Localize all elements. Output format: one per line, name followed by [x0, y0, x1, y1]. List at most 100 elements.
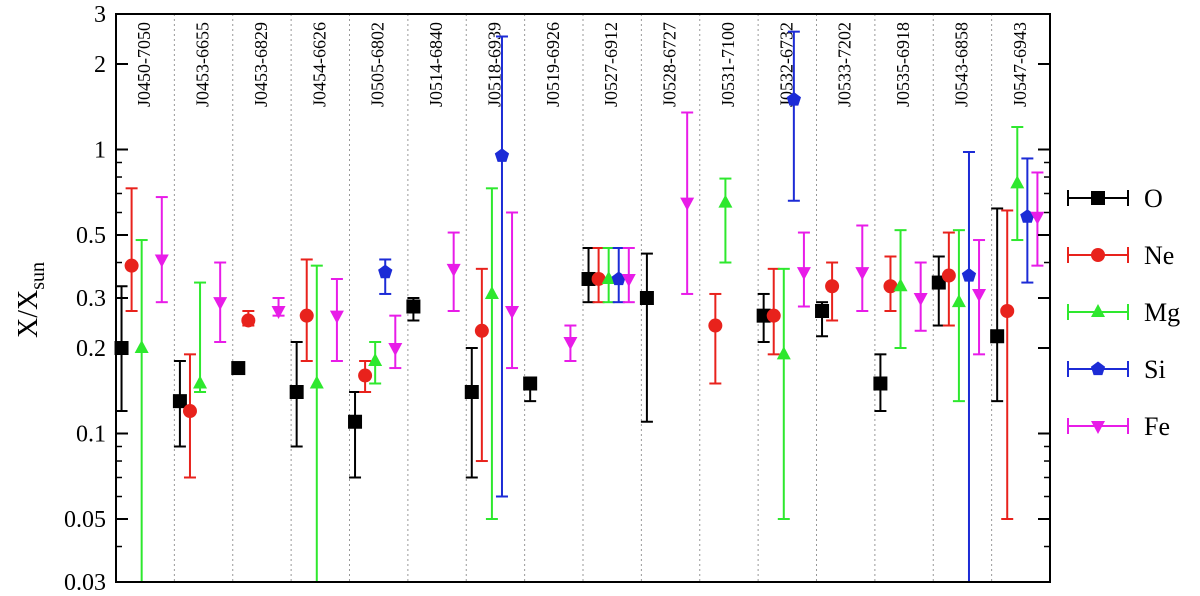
data-point-ne	[883, 279, 898, 294]
legend-label: Si	[1144, 355, 1166, 384]
data-point-fe	[855, 267, 870, 281]
data-point-ne	[766, 308, 781, 323]
data-point-ne	[941, 268, 956, 283]
legend-item-o: O	[1067, 184, 1163, 213]
object-label: J0535-6918	[893, 22, 913, 107]
data-point-si	[786, 92, 801, 106]
object-labels: J0450-7050 J0453-6655 J0453-6829 J0454-6626…	[134, 22, 1030, 107]
legend-item-si: Si	[1067, 355, 1166, 384]
data-point-fe	[388, 343, 403, 357]
data-point-si	[494, 148, 510, 162]
y-tick-label: 2	[94, 52, 106, 78]
y-tick-label: 1	[94, 138, 106, 164]
y-tick-label: 0.2	[76, 336, 106, 362]
data-point-mg	[368, 353, 383, 367]
y-axis-label-main: X/X	[13, 290, 44, 338]
data-point-mg	[951, 294, 966, 308]
object-label: J0547-6943	[1010, 22, 1030, 107]
legend-marker-mg	[1091, 304, 1105, 317]
data-point-ne	[358, 368, 373, 383]
data-point-ne	[182, 404, 197, 419]
legend: O Ne Mg Si Fe	[1067, 184, 1180, 441]
data-point-mg	[193, 375, 208, 389]
object-label: J0543-6858	[951, 22, 971, 107]
y-tick-label: 0.3	[76, 286, 106, 312]
object-label: J0454-6626	[309, 22, 329, 107]
object-label: J0453-6829	[251, 22, 271, 107]
data-point-fe	[154, 254, 169, 268]
object-label: J0528-6727	[660, 22, 680, 107]
data-point-ne	[299, 308, 314, 323]
data-point-o	[990, 329, 1005, 344]
data-point-o	[464, 385, 479, 400]
data-point-ne	[708, 318, 723, 333]
y-tick-label: 3	[94, 2, 106, 28]
data-point-ne	[474, 323, 489, 338]
data-point-fe	[972, 288, 987, 302]
category-separators	[173, 14, 993, 582]
data-point-o	[756, 308, 771, 323]
object-label: J0531-7100	[718, 22, 738, 107]
data-point-o	[348, 414, 363, 429]
object-label: J0527-6912	[601, 22, 621, 107]
object-label: J0450-7050	[134, 22, 154, 107]
y-tick-label: 0.05	[64, 507, 106, 533]
data-point-o	[815, 303, 830, 318]
plot-area-data	[114, 30, 1045, 583]
series-mg	[134, 126, 1025, 583]
legend-item-fe: Fe	[1067, 412, 1170, 441]
data-point-fe	[796, 267, 811, 281]
legend-marker-ne	[1091, 248, 1105, 262]
data-point-o	[523, 376, 538, 391]
data-point-fe	[680, 197, 695, 211]
legend-label: Fe	[1144, 412, 1170, 441]
data-point-o	[639, 291, 654, 305]
data-point-si	[378, 264, 393, 279]
legend-marker-si	[1090, 361, 1106, 376]
y-axis: 0.03 0.05 0.1 0.2 0.3 0.5 1 2 3	[64, 2, 1050, 596]
data-point-ne	[1000, 303, 1015, 318]
legend-item-ne: Ne	[1067, 241, 1174, 270]
legend-item-mg: Mg	[1067, 298, 1180, 327]
y-axis-label-sub: sun	[27, 262, 49, 290]
data-point-fe	[913, 293, 928, 306]
data-point-o	[231, 361, 246, 376]
object-label: J0532-6732	[776, 22, 796, 107]
data-point-ne	[241, 313, 256, 328]
data-point-mg	[601, 270, 616, 284]
series-fe	[154, 111, 1045, 370]
data-point-ne	[124, 258, 139, 273]
y-tick-label: 0.5	[76, 223, 106, 249]
object-label: J0505-6802	[368, 22, 388, 107]
object-label: J0514-6840	[426, 22, 446, 107]
series-ne	[124, 187, 1015, 520]
y-axis-label: X/Xsun	[13, 262, 49, 338]
object-label: J0519-6926	[543, 22, 563, 107]
data-point-o	[289, 385, 304, 400]
data-point-si	[1020, 209, 1035, 223]
data-point-o	[406, 299, 421, 314]
series-si	[378, 30, 1035, 583]
data-point-mg	[776, 346, 791, 360]
y-tick-label: 0.1	[76, 422, 106, 448]
legend-label: O	[1144, 184, 1163, 213]
data-point-ne	[825, 279, 840, 294]
data-point-fe	[621, 273, 636, 287]
data-point-mg	[309, 375, 324, 389]
data-point-o	[873, 376, 888, 391]
object-label: J0453-6655	[193, 22, 213, 107]
data-point-fe	[563, 336, 578, 350]
data-point-mg	[1010, 175, 1025, 189]
data-point-fe	[1030, 211, 1045, 225]
data-point-fe	[271, 305, 286, 319]
legend-marker-fe	[1091, 421, 1105, 434]
data-point-o	[931, 275, 946, 290]
data-point-fe	[213, 297, 228, 311]
data-point-o	[581, 271, 596, 286]
data-point-o	[172, 394, 187, 409]
data-point-fe	[505, 305, 520, 319]
data-point-si	[961, 268, 977, 282]
data-point-ne	[591, 271, 606, 286]
data-point-mg	[718, 194, 733, 208]
